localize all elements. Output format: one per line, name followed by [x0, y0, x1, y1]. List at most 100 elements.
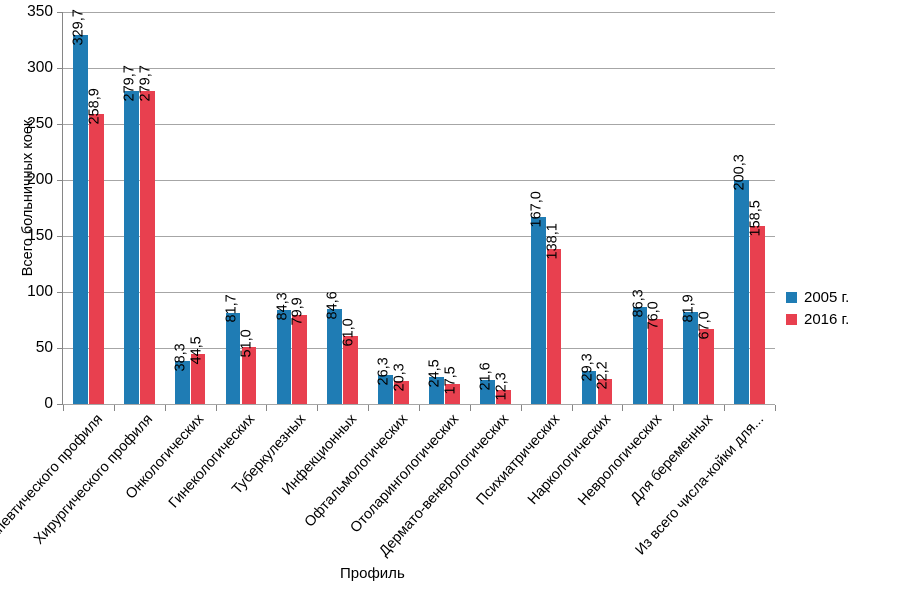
bar-value-label: 12,3 — [493, 372, 510, 401]
legend-swatch-2005-icon — [786, 291, 797, 303]
legend-label-2016: 2016 г. — [804, 310, 850, 328]
bar-value-label: 138,1 — [544, 223, 561, 260]
y-axis-tick-mark — [57, 348, 63, 349]
bar-value-label: 38,3 — [172, 343, 189, 372]
gridline — [63, 292, 775, 293]
legend-label-2005: 2005 г. — [804, 288, 850, 306]
y-axis-tick-label: 100 — [27, 283, 53, 300]
bar-value-label: 51,0 — [238, 329, 255, 358]
x-axis-tick-mark — [520, 405, 522, 411]
bar-value-label: 61,0 — [340, 317, 357, 347]
bar[interactable] — [480, 379, 495, 404]
x-axis-tick-mark — [724, 405, 726, 411]
bar[interactable] — [632, 307, 648, 404]
y-axis-tick-label: 200 — [27, 171, 53, 188]
y-axis-tick-label: 350 — [27, 3, 53, 20]
x-axis-tick-mark — [419, 405, 420, 411]
bar[interactable] — [276, 309, 292, 404]
y-axis-tick-label: 250 — [27, 115, 53, 132]
grid-lines — [63, 12, 775, 405]
bar[interactable] — [394, 381, 409, 404]
bar[interactable] — [190, 354, 206, 404]
bar[interactable] — [581, 371, 597, 404]
bar[interactable] — [546, 249, 562, 404]
bar[interactable] — [444, 384, 460, 404]
bar[interactable] — [495, 390, 511, 404]
bar-value-label: 258,9 — [86, 88, 103, 125]
bar-value-label: 81,7 — [223, 294, 240, 323]
gridline — [63, 180, 775, 181]
x-axis-tick-mark — [469, 405, 471, 411]
bar[interactable] — [327, 309, 343, 404]
bar-value-label: 329,7 — [70, 8, 87, 46]
x-axis-tick-mark — [368, 405, 370, 411]
bar-value-label: 22,2 — [594, 361, 611, 390]
x-axis-tick-mark — [164, 405, 166, 411]
y-axis-tick-label: 300 — [27, 59, 53, 76]
x-axis-category-label: Офтальмологических — [301, 411, 411, 531]
x-axis-tick-mark — [215, 405, 217, 411]
bar-value-label: 86,3 — [630, 289, 647, 318]
bar-value-label: 279,7 — [121, 64, 138, 102]
bar[interactable] — [683, 312, 699, 404]
x-axis-tick-mark — [113, 405, 115, 411]
bar[interactable] — [429, 376, 444, 404]
legend-item-2005[interactable]: 2005 г. — [786, 286, 849, 308]
y-axis-tick-mark — [57, 68, 63, 69]
bar-value-label: 158,5 — [747, 200, 764, 237]
legend: 2005 г. 2016 г. — [786, 286, 849, 330]
x-axis-tick-mark — [775, 405, 776, 411]
bar[interactable] — [225, 312, 241, 404]
y-axis-tick-label: 150 — [27, 227, 53, 244]
bar[interactable] — [88, 114, 104, 404]
bar[interactable] — [648, 318, 664, 404]
y-axis-tick-mark — [57, 292, 63, 293]
bar-value-label: 17,5 — [442, 366, 459, 395]
bar[interactable] — [343, 335, 358, 404]
legend-item-2016[interactable]: 2016 г. — [786, 308, 849, 330]
x-axis-tick-mark — [622, 405, 624, 411]
legend-swatch-2016-icon — [786, 313, 797, 325]
gridline — [63, 236, 775, 237]
gridline — [63, 124, 775, 125]
gridline — [63, 404, 775, 405]
gridline — [63, 68, 775, 69]
bar-value-label: 279,7 — [137, 64, 154, 102]
bar-value-label: 200,3 — [731, 153, 748, 191]
x-axis-tick-mark — [63, 405, 64, 411]
y-axis-tick-mark — [57, 404, 63, 405]
bar-value-label: 84,3 — [274, 291, 291, 321]
x-axis-title: Профиль — [340, 565, 405, 582]
bar[interactable] — [174, 361, 190, 404]
gridline — [63, 12, 775, 13]
y-axis-tick-mark — [57, 124, 63, 125]
bar[interactable] — [699, 328, 714, 404]
y-axis-tick-label: 50 — [35, 339, 53, 356]
y-axis-tick-mark — [57, 12, 63, 13]
bar[interactable] — [530, 216, 546, 404]
bar[interactable] — [734, 179, 750, 404]
bar-value-label: 81,9 — [680, 294, 697, 323]
bar[interactable] — [750, 226, 765, 404]
bar-value-label: 26,3 — [375, 356, 392, 386]
bar-value-label: 24,5 — [426, 358, 443, 388]
bar[interactable] — [597, 379, 613, 404]
y-axis-tick-label: 0 — [44, 395, 53, 412]
bar[interactable] — [73, 34, 88, 404]
bar[interactable] — [124, 90, 139, 404]
bar-value-label: 67,0 — [696, 311, 713, 340]
plot-area: 329,7 258,9 279,7 279,7 38,3 44,5 81,7 51,0 84,3… — [63, 8, 775, 404]
gridline — [63, 348, 775, 349]
bar[interactable] — [241, 346, 257, 404]
bar[interactable] — [292, 314, 308, 404]
bar[interactable] — [378, 374, 394, 404]
y-axis-tick-mark — [57, 236, 63, 237]
bar-value-label: 21,6 — [477, 362, 494, 391]
x-axis-tick-mark — [266, 405, 268, 411]
y-axis-tick-mark — [57, 180, 63, 181]
bar-value-label: 20,3 — [391, 363, 408, 392]
y-axis-line — [62, 12, 63, 405]
bar[interactable] — [139, 90, 155, 404]
bar-value-label: 44,5 — [188, 336, 205, 365]
